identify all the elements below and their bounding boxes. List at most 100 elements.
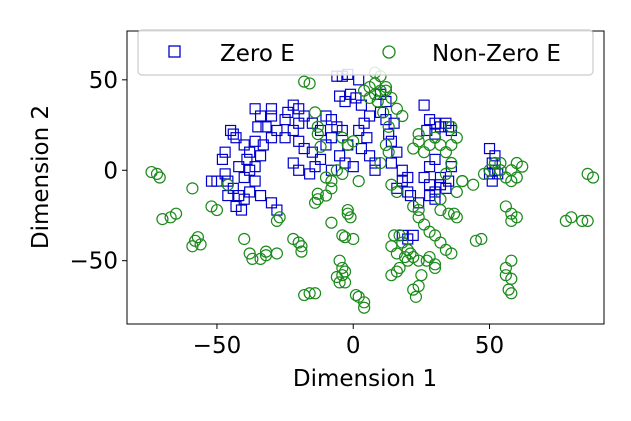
data-point-non-zero-e	[499, 200, 512, 213]
data-point-non-zero-e	[505, 287, 518, 300]
data-point-zero-e	[418, 99, 430, 111]
data-point-zero-e	[293, 164, 305, 176]
data-point-non-zero-e	[409, 290, 423, 303]
data-point-zero-e	[238, 139, 250, 151]
data-point-non-zero-e	[382, 120, 395, 133]
axis-ticks: −50 0 50 −50 0 50	[69, 68, 504, 359]
data-point-non-zero-e	[311, 120, 324, 133]
data-point-non-zero-e	[325, 182, 338, 195]
data-point-non-zero-e	[156, 212, 169, 226]
data-point-non-zero-e	[401, 254, 414, 267]
data-point-zero-e	[402, 171, 414, 184]
data-point-non-zero-e	[352, 175, 365, 188]
data-point-non-zero-e	[412, 127, 425, 141]
data-point-non-zero-e	[338, 231, 352, 244]
data-point-non-zero-e	[412, 279, 425, 293]
data-point-zero-e	[402, 186, 414, 198]
data-point-non-zero-e	[418, 146, 431, 159]
data-point-non-zero-e	[412, 135, 425, 148]
data-point-non-zero-e	[393, 229, 406, 242]
data-point-zero-e	[385, 157, 397, 169]
data-point-zero-e	[249, 135, 261, 147]
data-point-zero-e	[254, 189, 267, 202]
data-point-zero-e	[254, 150, 267, 162]
data-point-zero-e	[257, 139, 269, 151]
data-point-non-zero-e	[581, 214, 594, 228]
data-point-zero-e	[353, 124, 365, 137]
data-point-zero-e	[347, 161, 359, 173]
data-point-zero-e	[230, 132, 242, 144]
data-point-zero-e	[429, 193, 441, 205]
data-point-non-zero-e	[308, 106, 322, 119]
data-point-non-zero-e	[358, 301, 371, 314]
data-point-non-zero-e	[341, 207, 354, 220]
data-point-non-zero-e	[336, 269, 349, 282]
data-point-zero-e	[265, 110, 278, 122]
data-point-non-zero-e	[447, 207, 461, 220]
data-point-non-zero-e	[379, 80, 393, 94]
data-point-non-zero-e	[442, 207, 455, 220]
data-point-non-zero-e	[450, 211, 463, 224]
data-point-non-zero-e	[412, 203, 425, 217]
data-point-non-zero-e	[270, 247, 284, 260]
data-point-non-zero-e	[314, 140, 327, 153]
data-point-non-zero-e	[505, 175, 518, 188]
data-point-non-zero-e	[385, 91, 398, 105]
data-point-non-zero-e	[428, 258, 442, 271]
data-point-zero-e	[279, 132, 291, 144]
data-point-non-zero-e	[390, 102, 403, 115]
data-point-non-zero-e	[502, 283, 515, 296]
data-point-zero-e	[369, 157, 381, 169]
data-point-zero-e	[241, 153, 253, 166]
data-point-non-zero-e	[298, 75, 311, 88]
data-point-non-zero-e	[510, 211, 523, 224]
data-point-non-zero-e	[494, 156, 507, 170]
data-point-non-zero-e	[505, 164, 518, 177]
data-point-non-zero-e	[191, 231, 204, 244]
data-point-non-zero-e	[349, 288, 363, 302]
data-point-non-zero-e	[295, 245, 308, 258]
data-point-non-zero-e	[423, 138, 436, 152]
data-point-non-zero-e	[270, 214, 284, 228]
data-point-non-zero-e	[456, 175, 469, 188]
data-point-non-zero-e	[347, 232, 360, 246]
data-point-zero-e	[279, 114, 291, 126]
y-axis-label: Dimension 2	[28, 105, 54, 249]
data-point-non-zero-e	[469, 234, 482, 247]
data-point-zero-e	[339, 157, 351, 169]
data-point-non-zero-e	[396, 109, 409, 123]
data-point-non-zero-e	[150, 167, 164, 180]
data-point-non-zero-e	[475, 232, 488, 246]
data-point-zero-e	[244, 186, 256, 198]
data-point-zero-e	[235, 204, 248, 216]
data-point-non-zero-e	[273, 211, 286, 224]
data-point-zero-e	[407, 229, 419, 241]
data-point-non-zero-e	[347, 135, 360, 148]
data-point-zero-e	[492, 168, 504, 180]
data-point-non-zero-e	[467, 178, 480, 191]
data-point-zero-e	[298, 142, 310, 155]
data-point-zero-e	[355, 99, 368, 111]
data-point-non-zero-e	[407, 142, 420, 155]
data-point-zero-e	[287, 124, 299, 137]
data-point-zero-e	[205, 175, 218, 187]
data-point-non-zero-e	[420, 254, 433, 267]
data-point-non-zero-e	[505, 254, 518, 267]
data-point-non-zero-e	[186, 182, 199, 195]
data-point-non-zero-e	[418, 218, 431, 231]
data-point-non-zero-e	[303, 77, 316, 90]
data-point-non-zero-e	[336, 131, 349, 144]
data-point-non-zero-e	[169, 207, 183, 220]
data-point-non-zero-e	[439, 146, 453, 159]
x-axis-label: Dimension 1	[293, 366, 437, 392]
data-point-zero-e	[404, 189, 417, 202]
data-point-non-zero-e	[238, 232, 251, 246]
data-point-non-zero-e	[379, 138, 393, 152]
data-point-zero-e	[219, 168, 231, 180]
data-point-non-zero-e	[336, 229, 349, 242]
data-point-non-zero-e	[210, 203, 224, 217]
legend-box	[137, 29, 594, 76]
data-point-non-zero-e	[439, 167, 453, 180]
data-point-zero-e	[421, 124, 433, 137]
